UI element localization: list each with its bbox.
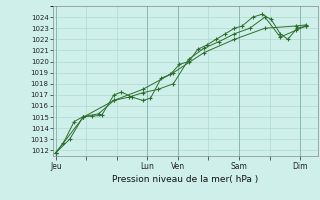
X-axis label: Pression niveau de la mer( hPa ): Pression niveau de la mer( hPa ) <box>112 175 259 184</box>
